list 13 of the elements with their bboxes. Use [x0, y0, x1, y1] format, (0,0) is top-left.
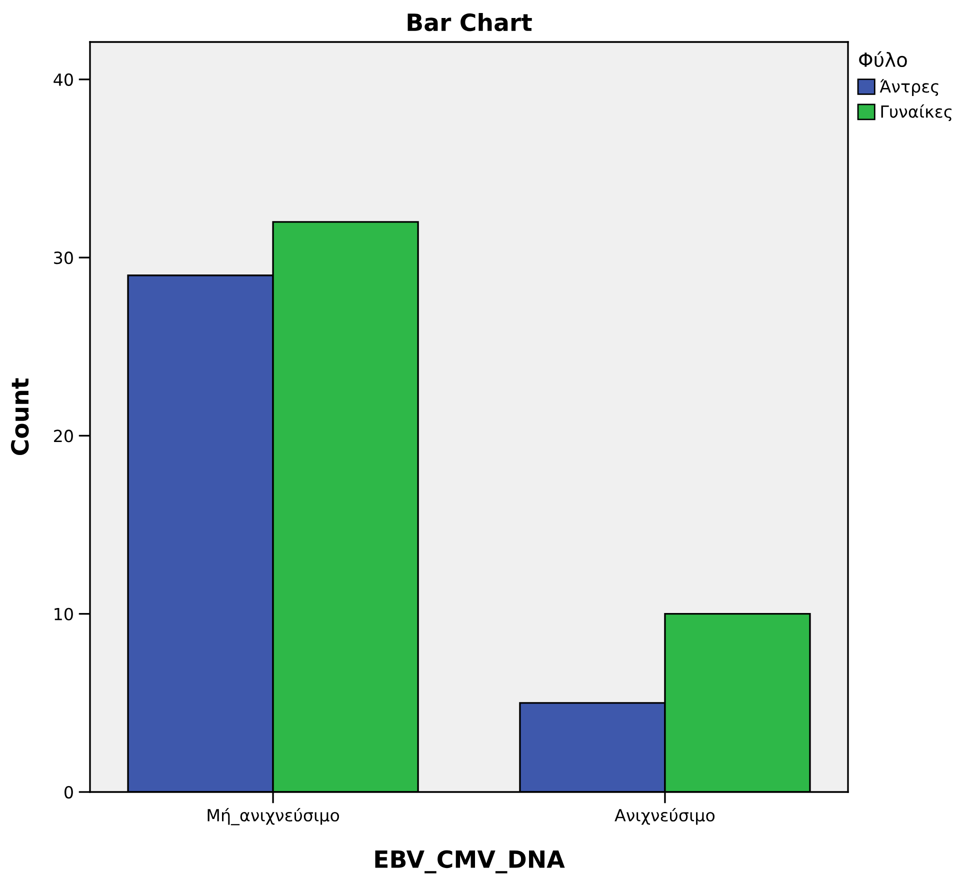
x-tick-label: Ανιχνεύσιμο: [614, 808, 715, 825]
legend-label: Γυναίκες: [881, 104, 952, 122]
y-tick-label: 30: [54, 252, 73, 264]
y-tick-label: 20: [54, 430, 73, 442]
y-tick-label: 0: [64, 786, 73, 799]
x-axis-title: EBV_CMV_DNA: [375, 850, 565, 874]
x-tick-label: Μή_ανιχνεύσιμο: [208, 808, 340, 826]
chart-title: Bar Chart: [408, 12, 532, 32]
legend-title: Φύλο: [859, 51, 907, 68]
y-axis-title: Count: [10, 378, 29, 456]
legend-label: Άντρες: [880, 79, 938, 96]
y-tick-label: 40: [54, 73, 73, 86]
y-tick-label: 10: [54, 608, 73, 620]
